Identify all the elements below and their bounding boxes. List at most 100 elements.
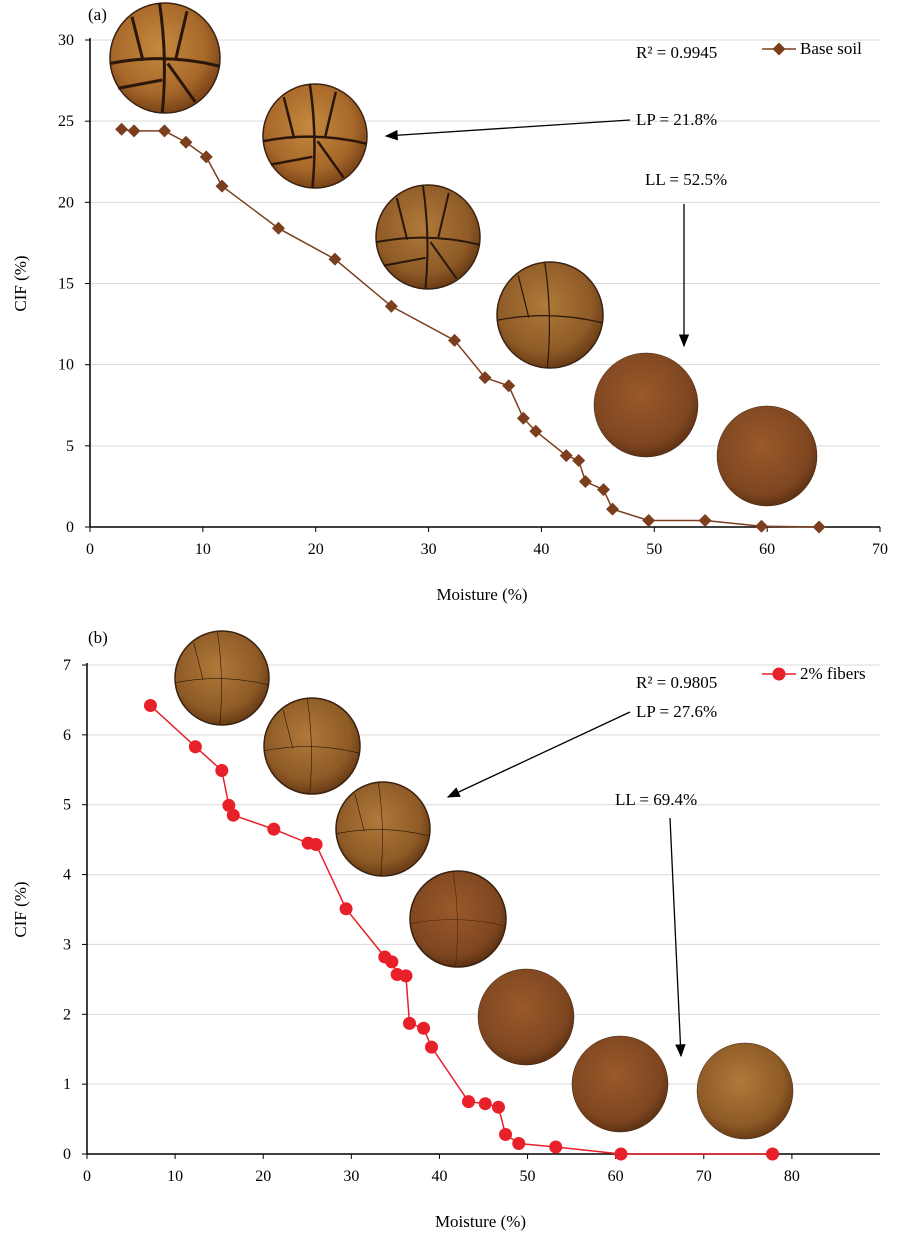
x-axis-label: Moisture (%) xyxy=(435,1212,526,1231)
panel-label: (b) xyxy=(88,628,108,647)
y-tick-label: 0 xyxy=(66,519,74,536)
crack-line xyxy=(117,78,163,90)
crack-line xyxy=(429,241,458,280)
soil-sample-photo-0 xyxy=(109,2,221,114)
data-point xyxy=(143,699,157,713)
x-tick-label: 30 xyxy=(343,1168,359,1185)
soil-sample-photo-1 xyxy=(262,83,368,189)
panel-a: 0 5 10 15 20 25 30 0 10 20 30 40 50 60 70 Moisture (%) C… xyxy=(11,2,888,604)
soil-disc xyxy=(409,870,507,968)
soil-sample-photo-1 xyxy=(263,697,361,795)
soil-disc xyxy=(496,261,604,369)
x-tick-label: 70 xyxy=(696,1168,712,1185)
data-point xyxy=(499,1127,513,1141)
soil-disc xyxy=(571,1035,669,1133)
y-axis-label: CIF (%) xyxy=(11,255,30,311)
crack-line xyxy=(217,630,222,726)
data-point xyxy=(115,122,129,136)
crack-line xyxy=(395,197,409,240)
x-tick-label: 20 xyxy=(308,541,324,558)
data-point xyxy=(578,475,592,489)
data-point xyxy=(271,221,285,235)
crack-line xyxy=(158,2,166,114)
soil-sample-photo-2 xyxy=(335,781,431,877)
soil-disc xyxy=(716,405,818,507)
r-squared-label: R² = 0.9805 xyxy=(636,673,717,692)
x-tick-label: 80 xyxy=(784,1168,800,1185)
data-point xyxy=(448,333,462,347)
data-point xyxy=(222,798,236,812)
ll-label: LL = 69.4% xyxy=(615,790,697,809)
y-tick-label: 3 xyxy=(63,936,71,953)
x-tick-label: 50 xyxy=(646,541,662,558)
soil-sample-photo-5 xyxy=(571,1035,669,1133)
legend-marker xyxy=(772,667,786,681)
data-point xyxy=(462,1095,476,1109)
data-point xyxy=(549,1140,563,1154)
x-tick-label: 10 xyxy=(195,541,211,558)
crack-line xyxy=(130,16,145,62)
data-point xyxy=(502,379,516,393)
y-tick-label: 0 xyxy=(63,1146,71,1163)
data-point xyxy=(339,902,353,916)
x-tick-label: 20 xyxy=(255,1168,271,1185)
crack-line xyxy=(354,793,365,832)
crack-line xyxy=(316,140,345,179)
y-tick-label: 5 xyxy=(66,438,74,455)
soil-disc xyxy=(696,1042,794,1140)
soil-sample-photo-5 xyxy=(716,405,818,507)
data-point xyxy=(572,453,586,467)
data-point xyxy=(478,1097,492,1111)
data-point xyxy=(512,1137,526,1151)
data-point xyxy=(179,135,193,149)
data-point xyxy=(529,424,543,438)
legend-label: 2% fibers xyxy=(800,664,866,683)
crack-line xyxy=(282,96,296,139)
data-point xyxy=(417,1021,431,1035)
y-tick-label: 6 xyxy=(63,727,71,744)
data-point xyxy=(215,763,229,777)
x-tick-label: 40 xyxy=(431,1168,447,1185)
lp-arrow xyxy=(446,711,631,798)
crack-line xyxy=(544,261,551,369)
x-tick-label: 30 xyxy=(421,541,437,558)
soil-disc xyxy=(335,781,431,877)
ll-label: LL = 52.5% xyxy=(645,170,727,189)
soil-disc xyxy=(263,697,361,795)
y-tick-label: 25 xyxy=(58,113,74,130)
data-point xyxy=(157,124,171,138)
data-point xyxy=(226,808,240,822)
crack-line xyxy=(306,697,312,795)
data-point xyxy=(384,299,398,313)
data-point xyxy=(614,1147,628,1161)
x-tick-label: 40 xyxy=(533,541,549,558)
soil-sample-photo-4 xyxy=(477,968,575,1066)
legend-marker xyxy=(772,42,786,56)
crack-line xyxy=(335,829,431,837)
crack-line xyxy=(409,919,507,927)
crack-line xyxy=(437,192,450,238)
data-point xyxy=(215,179,229,193)
x-tick-label: 0 xyxy=(86,541,94,558)
soil-sample-photo-2 xyxy=(375,184,481,290)
crack-line xyxy=(383,256,426,267)
data-point xyxy=(478,371,492,385)
data-point xyxy=(559,449,573,463)
lp-arrow xyxy=(384,119,631,141)
y-tick-label: 5 xyxy=(63,797,71,814)
crack-line xyxy=(421,184,429,290)
y-tick-label: 30 xyxy=(58,32,74,49)
r-squared-label: R² = 0.9945 xyxy=(636,43,717,62)
data-point xyxy=(328,252,342,266)
data-point xyxy=(597,483,610,497)
y-tick-label: 15 xyxy=(58,276,74,293)
ll-arrow xyxy=(669,817,686,1058)
data-point xyxy=(606,502,620,516)
y-tick-label: 4 xyxy=(63,867,71,884)
data-point xyxy=(309,838,323,852)
x-tick-label: 60 xyxy=(608,1168,624,1185)
crack-line xyxy=(174,678,270,686)
crack-line xyxy=(453,870,458,968)
